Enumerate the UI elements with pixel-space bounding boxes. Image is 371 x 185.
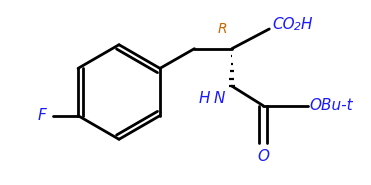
Text: F: F [38, 108, 46, 123]
Text: H: H [301, 16, 312, 32]
Text: OBu-t: OBu-t [310, 98, 353, 113]
Text: CO: CO [272, 16, 295, 32]
Text: H: H [199, 91, 210, 106]
Text: O: O [257, 149, 269, 164]
Text: N: N [213, 91, 224, 106]
Text: R: R [217, 22, 227, 36]
Text: 2: 2 [294, 22, 301, 32]
